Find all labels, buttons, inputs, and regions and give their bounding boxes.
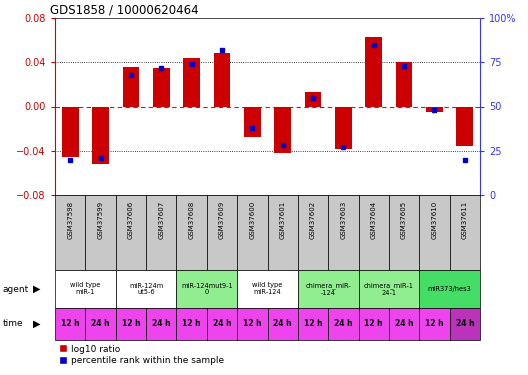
Text: GSM37603: GSM37603 <box>341 201 346 239</box>
Bar <box>298 195 328 270</box>
Text: ▶: ▶ <box>33 319 41 329</box>
Text: 12 h: 12 h <box>425 320 444 328</box>
Bar <box>419 308 450 340</box>
Bar <box>86 308 116 340</box>
Bar <box>457 106 473 146</box>
Text: GSM37610: GSM37610 <box>431 201 438 239</box>
Text: GSM37598: GSM37598 <box>67 201 73 239</box>
Bar <box>207 195 237 270</box>
Bar <box>153 68 169 106</box>
Bar <box>237 195 268 270</box>
Text: GSM37609: GSM37609 <box>219 201 225 239</box>
Bar <box>450 308 480 340</box>
Text: 12 h: 12 h <box>121 320 140 328</box>
Bar <box>214 53 230 106</box>
Text: GDS1858 / 10000620464: GDS1858 / 10000620464 <box>50 3 199 16</box>
Bar <box>359 308 389 340</box>
Text: GSM37607: GSM37607 <box>158 201 164 239</box>
Text: GSM37611: GSM37611 <box>462 201 468 239</box>
Bar <box>116 270 176 308</box>
Text: GSM37600: GSM37600 <box>249 201 256 239</box>
Bar <box>328 308 359 340</box>
Text: GSM37599: GSM37599 <box>98 201 103 239</box>
Text: 24 h: 24 h <box>395 320 413 328</box>
Bar <box>298 270 359 308</box>
Bar <box>396 62 412 106</box>
Text: GSM37601: GSM37601 <box>280 201 286 239</box>
Text: 24 h: 24 h <box>334 320 353 328</box>
Bar <box>419 270 480 308</box>
Bar <box>244 106 261 138</box>
Bar <box>328 195 359 270</box>
Text: GSM37604: GSM37604 <box>371 201 377 239</box>
Text: wild type
miR-1: wild type miR-1 <box>70 282 100 296</box>
Text: wild type
miR-124: wild type miR-124 <box>252 282 282 296</box>
Text: 12 h: 12 h <box>61 320 80 328</box>
Bar <box>55 308 86 340</box>
Bar <box>176 270 237 308</box>
Bar <box>359 195 389 270</box>
Bar <box>389 308 419 340</box>
Bar <box>305 92 322 106</box>
Bar <box>419 195 450 270</box>
Text: ▶: ▶ <box>33 284 41 294</box>
Text: GSM37602: GSM37602 <box>310 201 316 239</box>
Bar <box>122 67 139 106</box>
Text: 24 h: 24 h <box>152 320 171 328</box>
Bar <box>92 106 109 164</box>
Bar <box>389 195 419 270</box>
Bar <box>116 308 146 340</box>
Bar <box>116 195 146 270</box>
Bar <box>426 106 443 112</box>
Bar <box>86 195 116 270</box>
Bar <box>62 106 79 158</box>
Bar <box>359 270 419 308</box>
Bar <box>207 308 237 340</box>
Bar <box>237 308 268 340</box>
Bar <box>237 270 298 308</box>
Text: 24 h: 24 h <box>213 320 231 328</box>
Text: 24 h: 24 h <box>91 320 110 328</box>
Text: miR373/hes3: miR373/hes3 <box>428 286 472 292</box>
Text: 24 h: 24 h <box>274 320 292 328</box>
Text: time: time <box>3 320 23 328</box>
Text: 12 h: 12 h <box>364 320 383 328</box>
Bar <box>450 195 480 270</box>
Text: agent: agent <box>3 285 29 294</box>
Bar <box>365 37 382 106</box>
Bar <box>55 270 116 308</box>
Bar <box>55 195 86 270</box>
Text: miR-124m
ut5-6: miR-124m ut5-6 <box>129 282 163 296</box>
Text: 12 h: 12 h <box>243 320 262 328</box>
Bar <box>268 308 298 340</box>
Text: chimera_miR-1
24-1: chimera_miR-1 24-1 <box>364 282 414 296</box>
Bar <box>335 106 352 148</box>
Text: GSM37606: GSM37606 <box>128 201 134 239</box>
Text: 12 h: 12 h <box>304 320 323 328</box>
Bar <box>183 58 200 106</box>
Bar <box>176 195 207 270</box>
Bar <box>275 106 291 153</box>
Text: chimera_miR-
-124: chimera_miR- -124 <box>305 282 351 296</box>
Legend: log10 ratio, percentile rank within the sample: log10 ratio, percentile rank within the … <box>60 345 224 365</box>
Bar <box>298 308 328 340</box>
Bar <box>146 308 176 340</box>
Bar <box>176 308 207 340</box>
Bar <box>268 195 298 270</box>
Text: GSM37605: GSM37605 <box>401 201 407 239</box>
Text: miR-124mut9-1
0: miR-124mut9-1 0 <box>181 282 233 296</box>
Text: GSM37608: GSM37608 <box>188 201 195 239</box>
Text: 12 h: 12 h <box>182 320 201 328</box>
Bar <box>146 195 176 270</box>
Text: 24 h: 24 h <box>456 320 474 328</box>
